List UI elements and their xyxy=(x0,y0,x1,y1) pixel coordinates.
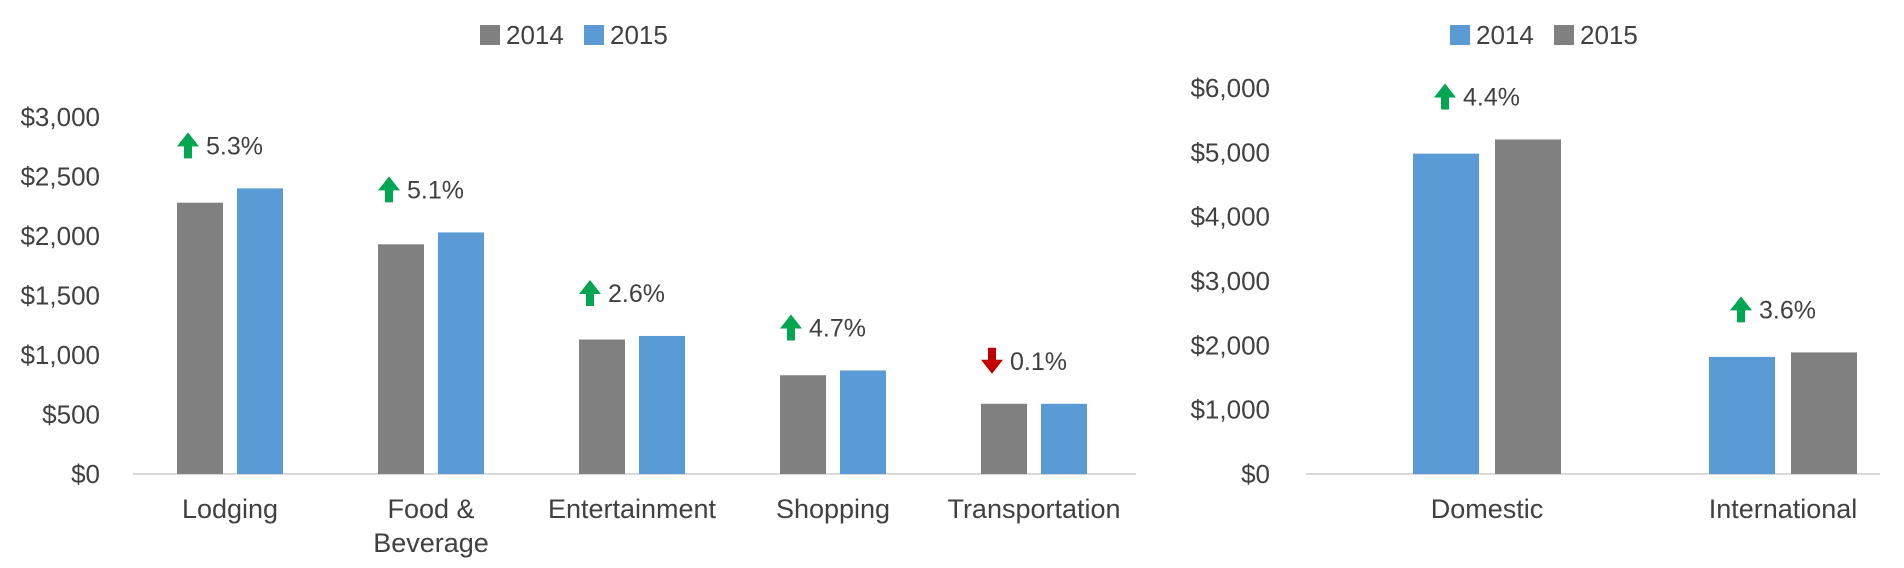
chart1-ytick-label: $1,500 xyxy=(20,281,100,311)
chart1-legend-swatch xyxy=(584,25,604,45)
chart1-change-label: 5.3% xyxy=(206,132,263,160)
chart2-bar xyxy=(1495,139,1561,474)
chart1-legend-swatch xyxy=(480,25,500,45)
chart1-legend-label: 2014 xyxy=(506,20,564,50)
chart1-ytick-label: $3,000 xyxy=(20,102,100,132)
chart2-ytick-label: $5,000 xyxy=(1190,137,1270,167)
chart2-ytick-label: $0 xyxy=(1241,459,1270,489)
chart1-ytick-label: $500 xyxy=(42,400,100,430)
chart1-bar xyxy=(177,202,223,474)
chart1-up-arrow-icon xyxy=(177,132,199,159)
chart1-up-arrow-icon xyxy=(378,176,400,203)
chart1-category-label: Transportation xyxy=(947,494,1120,524)
chart1-ytick-label: $1,000 xyxy=(20,340,100,370)
chart1-ytick-label: $2,000 xyxy=(20,221,100,251)
chart1-bar xyxy=(378,244,424,474)
chart1-bar xyxy=(237,188,283,474)
chart1-category-label: Food & xyxy=(387,494,474,524)
chart2-category-label: International xyxy=(1709,494,1858,524)
chart2-ytick-label: $4,000 xyxy=(1190,202,1270,232)
chart2-ytick-label: $2,000 xyxy=(1190,330,1270,360)
chart2-bar xyxy=(1791,352,1857,474)
chart1-bar xyxy=(639,335,685,474)
chart2-bar xyxy=(1413,153,1479,474)
chart1-bar xyxy=(579,339,625,474)
chart1-category-label: Lodging xyxy=(182,494,278,524)
chart2-legend-label: 2015 xyxy=(1580,20,1638,50)
chart1-change-label: 2.6% xyxy=(608,280,665,308)
chart2-legend-swatch xyxy=(1450,25,1470,45)
chart2-category-label: Domestic xyxy=(1431,494,1544,524)
chart2-up-arrow-icon xyxy=(1434,83,1456,110)
chart2-change-label: 4.4% xyxy=(1463,83,1520,111)
chart2-change-label: 3.6% xyxy=(1759,296,1816,324)
chart1-change-label: 4.7% xyxy=(809,314,866,342)
chart2-bar xyxy=(1709,356,1775,474)
chart1-category-label: Shopping xyxy=(776,494,890,524)
chart1-change-label: 5.1% xyxy=(407,176,464,204)
chart1-bar xyxy=(438,232,484,474)
chart1-up-arrow-icon xyxy=(579,279,601,306)
chart2-legend-label: 2014 xyxy=(1476,20,1534,50)
chart1-ytick-label: $2,500 xyxy=(20,162,100,192)
chart2-ytick-label: $6,000 xyxy=(1190,73,1270,103)
chart1-bar xyxy=(780,375,826,474)
chart2-ytick-label: $3,000 xyxy=(1190,266,1270,296)
chart1-up-arrow-icon xyxy=(780,314,802,341)
chart2-ytick-label: $1,000 xyxy=(1190,395,1270,425)
chart1-change-label: 0.1% xyxy=(1010,348,1067,376)
chart1-bar xyxy=(840,370,886,474)
chart1-bar xyxy=(1041,403,1087,474)
chart1-category-label: Entertainment xyxy=(548,494,717,524)
chart1-bar xyxy=(981,403,1027,474)
chart1-legend-label: 2015 xyxy=(610,20,668,50)
chart2-legend-swatch xyxy=(1554,25,1574,45)
chart1-category-label: Beverage xyxy=(373,528,489,558)
chart1-ytick-label: $0 xyxy=(71,459,100,489)
chart2-up-arrow-icon xyxy=(1730,296,1752,323)
chart1-down-arrow-icon xyxy=(981,347,1003,374)
